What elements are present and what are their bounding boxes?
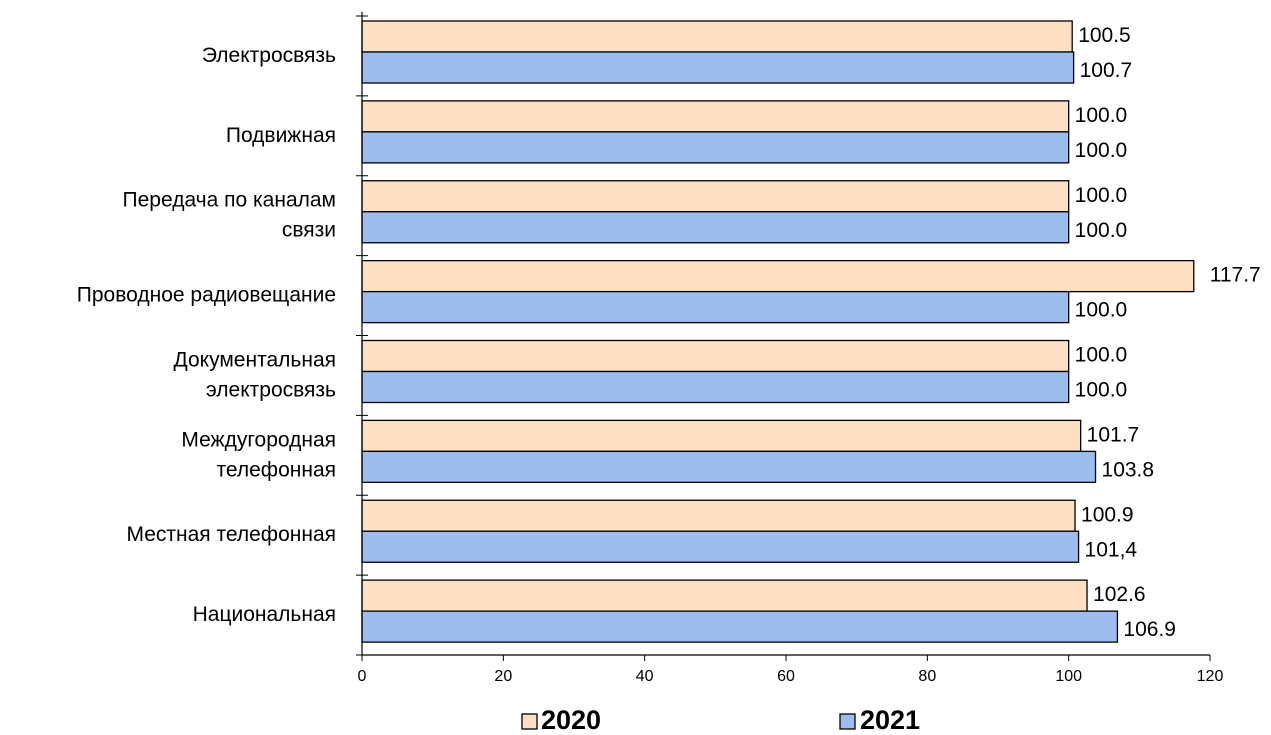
data-label: 100.0: [1075, 184, 1128, 207]
bar-2021: [361, 51, 1075, 84]
bar-2021: [361, 290, 1070, 324]
x-tick-label: 120: [1197, 668, 1224, 685]
data-label: 102.6: [1093, 583, 1146, 606]
category-label: Местная телефонная: [126, 523, 336, 546]
x-tick-label: 100: [1055, 668, 1082, 685]
x-tick-label: 0: [358, 668, 367, 685]
bar-2020: [361, 419, 1082, 453]
x-axis: 0 20 40 60 80 100 120: [358, 654, 1224, 685]
category-label: Электросвязь: [202, 43, 336, 66]
legend: 2020 2021: [521, 705, 920, 735]
data-label: 100.0: [1075, 139, 1128, 162]
x-tick-label: 40: [636, 668, 654, 685]
data-label: 100.9: [1081, 503, 1134, 526]
category-label: Междугородная телефонная: [181, 428, 336, 481]
bar-2020: [361, 180, 1070, 213]
x-tick-label: 60: [777, 668, 795, 685]
data-label: 106.9: [1123, 618, 1176, 641]
bar-2021: [361, 211, 1070, 244]
bar-2020: [361, 499, 1076, 532]
data-label: 100.0: [1075, 379, 1128, 402]
data-label: 100.0: [1075, 299, 1128, 322]
data-label: 100.0: [1075, 344, 1128, 367]
plot-area: 100.5 100.7 100.0 100.0 100.0 100.0 117.7 100.0…: [361, 20, 1261, 643]
legend-swatch-2021: [839, 713, 856, 730]
bar-2021: [361, 370, 1070, 404]
category-label: Передача по каналам связи: [123, 188, 336, 241]
category-label: Национальная: [193, 603, 336, 626]
category-label: Документальная электросвязь: [174, 348, 337, 401]
bar-2021: [361, 131, 1070, 164]
data-label: 100.5: [1078, 24, 1131, 47]
bar-2020: [361, 20, 1073, 53]
bar-2021: [361, 610, 1119, 643]
data-label: 101.7: [1087, 423, 1140, 446]
bar-2021: [361, 450, 1097, 484]
data-label: 100.0: [1075, 104, 1128, 127]
bar-2020: [361, 100, 1070, 133]
bar-2020: [361, 579, 1088, 612]
legend-label-2020: 2020: [541, 705, 601, 735]
data-label: 103.8: [1102, 458, 1155, 481]
bar-2021: [361, 530, 1080, 563]
data-label: 100.0: [1075, 219, 1128, 242]
x-tick-label: 80: [918, 668, 936, 685]
bar-2020: [361, 339, 1070, 373]
data-label: 117.7: [1210, 264, 1261, 287]
data-label: 101,4: [1085, 538, 1138, 561]
bar-2020: [361, 259, 1195, 293]
legend-swatch-2020: [521, 713, 538, 730]
data-label: 100.7: [1080, 59, 1133, 82]
y-axis: Электросвязь Подвижная Передача по каналам…: [77, 12, 368, 656]
category-label: Проводное радиовещание: [77, 283, 336, 306]
x-tick-label: 20: [494, 668, 512, 685]
category-label: Подвижная: [226, 123, 336, 146]
legend-label-2021: 2021: [860, 705, 920, 735]
